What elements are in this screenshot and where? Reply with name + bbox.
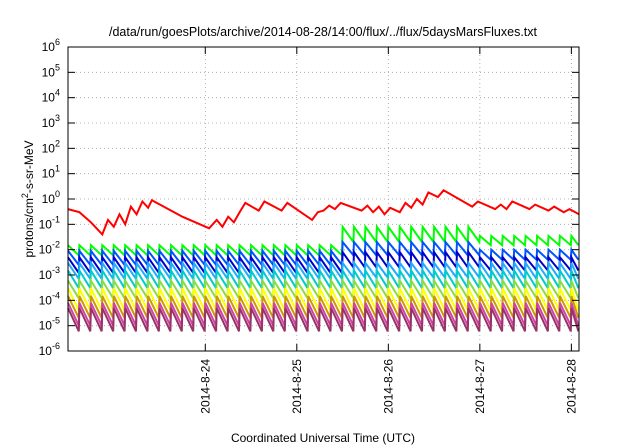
y-tick-label-exp: -4 — [52, 290, 60, 300]
series-line — [67, 295, 580, 319]
y-tick-label-base: 10 — [42, 192, 56, 206]
y-tick-label-exp: 0 — [55, 189, 60, 199]
y-axis-title-base: protons/cm — [22, 198, 36, 257]
y-tick-label-base: 10 — [39, 293, 53, 307]
series-line — [67, 239, 580, 268]
x-axis-title: Coordinated Universal Time (UTC) — [231, 431, 415, 445]
y-tick-label: 10-3 — [39, 265, 60, 282]
y-tick-label-exp: 4 — [55, 88, 60, 98]
y-tick-label: 105 — [42, 62, 60, 79]
y-tick-label: 10-5 — [39, 316, 60, 333]
y-tick-label: 103 — [42, 113, 60, 130]
y-tick-label-exp: 3 — [55, 113, 60, 123]
y-tick-label: 10-4 — [39, 290, 60, 307]
y-tick-label-base: 10 — [42, 40, 56, 54]
y-axis-title-rest: -s-sr-MeV — [22, 140, 36, 193]
y-tick-label-base: 10 — [42, 91, 56, 105]
x-tick-label: 2014-8-24 — [198, 359, 212, 414]
y-tick-label: 100 — [42, 189, 60, 206]
y-tick-label-base: 10 — [39, 243, 53, 257]
y-tick-label-base: 10 — [39, 319, 53, 333]
y-tick-label-base: 10 — [39, 217, 53, 231]
series-line — [67, 277, 580, 302]
y-tick-label-base: 10 — [39, 268, 53, 282]
series-line — [67, 223, 580, 258]
plot-frame — [67, 46, 580, 352]
series-group — [67, 189, 580, 332]
series-line — [67, 189, 580, 237]
y-tick-label-exp: -1 — [52, 214, 60, 224]
x-tick-label: 2014-8-27 — [473, 359, 487, 414]
y-tick-label-exp: -6 — [52, 341, 60, 351]
y-tick-label-base: 10 — [42, 65, 56, 79]
y-tick-label-exp: -2 — [52, 240, 60, 250]
series-line — [67, 307, 580, 332]
y-tick-label: 106 — [42, 37, 60, 54]
x-tick-label: 2014-8-25 — [290, 359, 304, 414]
y-axis-title-sup: 2 — [20, 193, 30, 198]
y-tick-label: 10-6 — [39, 341, 60, 358]
y-tick-label-exp: -5 — [52, 316, 60, 326]
grid — [68, 47, 579, 351]
y-tick-label-base: 10 — [39, 344, 53, 358]
series-line — [67, 259, 580, 282]
y-tick-label: 101 — [42, 164, 60, 181]
y-tick-label-exp: 1 — [55, 164, 60, 174]
y-tick-label-exp: 2 — [55, 138, 60, 148]
y-tick-label: 10-2 — [39, 240, 60, 257]
axis-ticks: 10-610-510-410-310-210-11001011021031041… — [39, 37, 579, 414]
y-tick-label: 10-1 — [39, 214, 60, 231]
chart-title: /data/run/goesPlots/archive/2014-08-28/1… — [109, 25, 538, 39]
series-line — [67, 302, 580, 327]
x-tick-label: 2014-8-26 — [381, 359, 395, 414]
y-tick-label-exp: -3 — [52, 265, 60, 275]
y-axis-title: protons/cm2-s-sr-MeV — [20, 140, 36, 257]
y-tick-label-base: 10 — [42, 167, 56, 181]
y-tick-label-exp: 5 — [55, 62, 60, 72]
y-tick-label-base: 10 — [42, 116, 56, 130]
series-line — [67, 249, 580, 277]
series-line — [67, 287, 580, 311]
series-line — [67, 267, 580, 292]
x-tick-label: 2014-8-28 — [564, 359, 578, 414]
y-tick-label-base: 10 — [42, 141, 56, 155]
y-tick-label-exp: 6 — [55, 37, 60, 47]
y-tick-label: 102 — [42, 138, 60, 155]
y-tick-label: 104 — [42, 88, 60, 105]
